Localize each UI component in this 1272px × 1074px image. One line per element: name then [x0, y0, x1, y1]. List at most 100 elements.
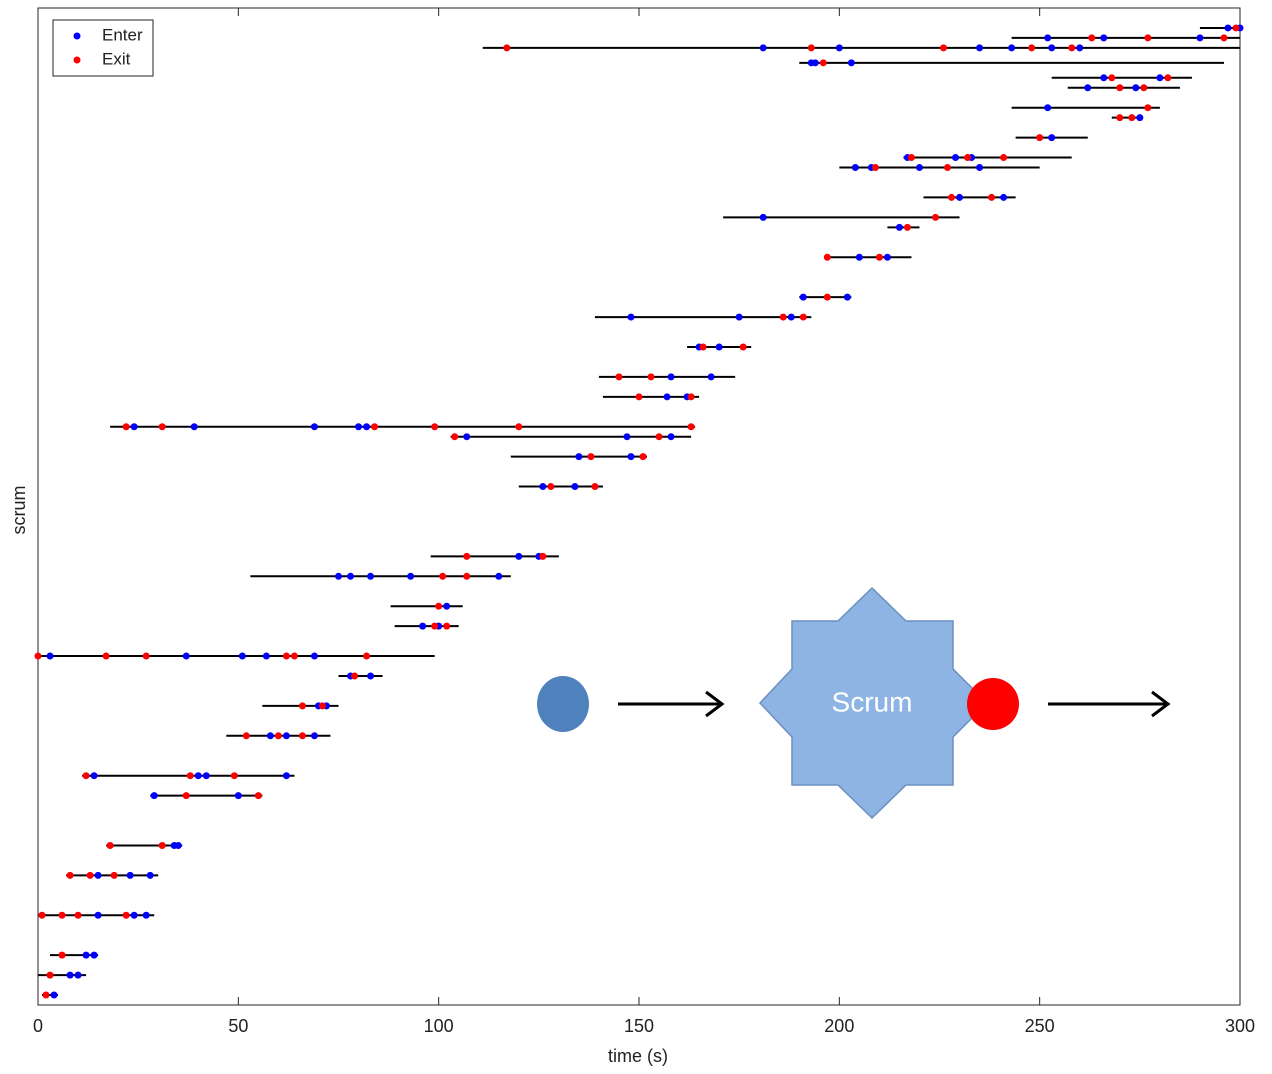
enter-point — [811, 59, 819, 67]
exit-point — [1116, 84, 1124, 92]
exit-point — [38, 911, 46, 919]
enter-point — [1136, 114, 1144, 122]
exit-point — [964, 154, 972, 162]
enter-point — [90, 772, 98, 780]
exit-point — [351, 672, 359, 680]
exit-point — [799, 313, 807, 321]
exit-point — [186, 772, 194, 780]
enter-point — [1044, 34, 1052, 42]
x-tick-label: 0 — [33, 1016, 43, 1036]
exit-point — [1028, 44, 1036, 52]
diagram: Scrum — [537, 586, 1171, 820]
enter-point — [515, 552, 523, 560]
enter-point — [355, 423, 363, 431]
exit-point — [74, 911, 82, 919]
exit-point — [591, 483, 599, 491]
enter-point — [1044, 104, 1052, 112]
enter-point — [851, 164, 859, 172]
exit-point — [807, 44, 815, 52]
enter-point — [1048, 134, 1056, 142]
exit-point — [290, 652, 298, 660]
exit-point — [1088, 34, 1096, 42]
legend: Enter Exit — [52, 19, 154, 77]
exit-point — [931, 213, 939, 221]
enter-point — [347, 572, 355, 580]
enter-point — [495, 572, 503, 580]
enter-point — [707, 373, 715, 381]
enter-point — [976, 44, 984, 52]
enter-point — [1084, 84, 1092, 92]
exit-point — [907, 154, 915, 162]
enter-point — [1008, 44, 1016, 52]
exit-point — [587, 453, 595, 461]
exit-point — [274, 732, 282, 740]
exit-point — [1220, 34, 1228, 42]
enter-point — [182, 652, 190, 660]
enter-point — [1156, 74, 1164, 82]
enter-point — [94, 871, 102, 879]
x-axis-label: time (s) — [608, 1046, 668, 1066]
enter-point — [571, 483, 579, 491]
enter-point — [539, 483, 547, 491]
exit-point — [46, 971, 54, 979]
exit-point — [242, 732, 250, 740]
exit-point — [371, 423, 379, 431]
exit-point — [1232, 24, 1240, 32]
enter-point — [310, 423, 318, 431]
enter-point — [146, 871, 154, 879]
enter-point — [667, 433, 675, 441]
exit-point — [1144, 34, 1152, 42]
enter-point — [363, 423, 371, 431]
arrow — [1048, 690, 1171, 718]
enter-point — [74, 971, 82, 979]
enter-point — [759, 213, 767, 221]
enter-point — [202, 772, 210, 780]
exit-point — [539, 552, 547, 560]
enter-point — [82, 951, 90, 959]
exit-point — [42, 991, 50, 999]
exit-point — [875, 253, 883, 261]
enter-point — [463, 433, 471, 441]
exit-point — [451, 433, 459, 441]
enter-point — [956, 193, 964, 201]
enter-point — [1100, 34, 1108, 42]
enter-point — [367, 672, 375, 680]
enter-point — [799, 293, 807, 301]
enter-point — [50, 991, 58, 999]
enter-point — [1132, 84, 1140, 92]
exit-point — [298, 732, 306, 740]
x-tick-label: 200 — [824, 1016, 854, 1036]
x-tick-label: 300 — [1225, 1016, 1255, 1036]
exit-point — [86, 871, 94, 879]
exit-point — [687, 423, 695, 431]
exit-point — [1036, 134, 1044, 142]
enter-point — [575, 453, 583, 461]
enter-point — [126, 871, 134, 879]
enter-point — [915, 164, 923, 172]
enter-point — [310, 652, 318, 660]
enter-point — [407, 572, 415, 580]
enter-point — [843, 293, 851, 301]
enter-point — [443, 602, 451, 610]
exit-point — [254, 792, 262, 800]
exit-point — [34, 652, 42, 660]
enter-point — [855, 253, 863, 261]
enter-point — [627, 313, 635, 321]
enter-point — [419, 622, 427, 630]
enter-point — [1196, 34, 1204, 42]
exit-point — [639, 453, 647, 461]
enter-point — [787, 313, 795, 321]
exit-point — [948, 193, 956, 201]
exit-point — [463, 552, 471, 560]
exit-point — [443, 622, 451, 630]
exit-point — [635, 393, 643, 401]
legend-marker — [73, 32, 81, 40]
enter-point — [663, 393, 671, 401]
legend-label: Exit — [102, 49, 131, 68]
exit-point — [431, 622, 439, 630]
exit-point — [647, 373, 655, 381]
enter-point — [282, 772, 290, 780]
exit-point — [655, 433, 663, 441]
enter-point — [238, 652, 246, 660]
exit-point — [988, 193, 996, 201]
